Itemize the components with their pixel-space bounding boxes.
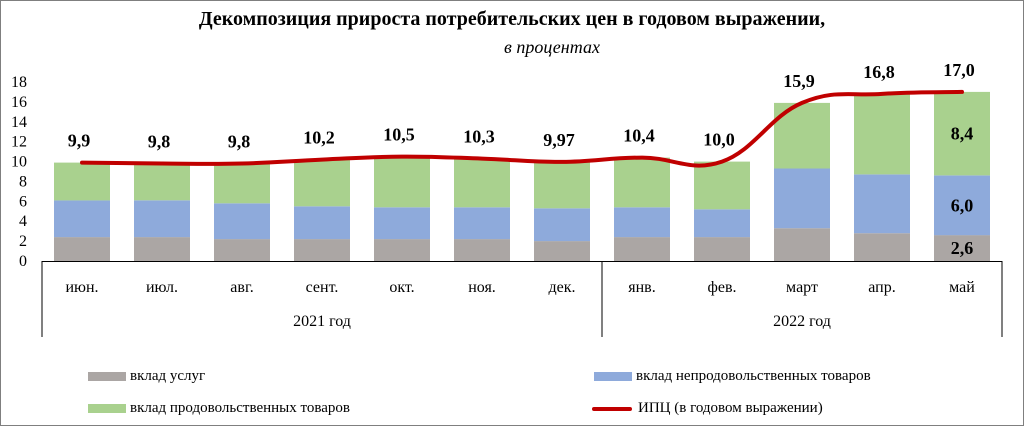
legend-swatch-food — [88, 404, 126, 413]
bar-segment-services — [854, 233, 910, 261]
bar-segment-nonfood — [614, 207, 670, 238]
cpi-data-label: 9,8 — [148, 132, 171, 152]
bar-segment-nonfood — [214, 203, 270, 240]
y-tick-label: 14 — [11, 114, 27, 131]
legend-swatch-cpi — [592, 406, 632, 411]
bar-segment-nonfood — [374, 207, 430, 240]
cpi-data-label: 9,8 — [228, 132, 251, 152]
bar-segment-nonfood — [694, 209, 750, 238]
x-tick-label: апр. — [868, 279, 895, 296]
cpi-data-label: 15,9 — [783, 71, 815, 91]
cpi-data-label: 10,2 — [303, 128, 335, 148]
bar-segment-services — [134, 237, 190, 261]
bar-segment-food — [134, 163, 190, 201]
bar-segment-food — [694, 161, 750, 210]
bar-segment-nonfood — [134, 200, 190, 238]
x-tick-label: фев. — [707, 279, 736, 296]
cpi-data-label: 10,5 — [383, 125, 415, 145]
x-tick-label: авг. — [230, 279, 253, 296]
y-tick-label: 2 — [19, 233, 27, 250]
bar-segment-services — [934, 235, 990, 261]
cpi-data-label: 16,8 — [863, 62, 895, 82]
x-group-label: 2022 год — [773, 313, 831, 330]
bar-segment-nonfood — [54, 200, 110, 238]
bar-segment-services — [774, 228, 830, 261]
legend-swatch-services — [88, 372, 126, 381]
bar-segment-food — [294, 159, 350, 207]
y-tick-label: 6 — [19, 193, 27, 210]
x-tick-label: март — [786, 279, 818, 296]
cpi-data-label: 10,0 — [703, 130, 735, 150]
x-tick-label: сент. — [306, 279, 339, 296]
bar-segment-nonfood — [454, 207, 510, 240]
legend-item-food: вклад продовольственных товаров — [88, 400, 350, 417]
chart-title: Декомпозиция прироста потребительских це… — [198, 8, 826, 30]
legend-label-cpi: ИПЦ (в годовом выражении) — [638, 400, 823, 416]
cpi-data-label: 10,3 — [463, 127, 495, 147]
legend-label-food: вклад продовольственных товаров — [130, 400, 350, 416]
cpi-data-label: 9,9 — [68, 131, 91, 151]
chart-subtitle: в процентах — [504, 37, 600, 57]
y-tick-label: 18 — [11, 74, 27, 91]
bar-segment-services — [534, 241, 590, 261]
x-group-label: 2021 год — [293, 313, 351, 330]
bar-segment-food — [534, 161, 590, 209]
x-tick-label: июл. — [146, 279, 178, 296]
bar-segment-food — [614, 157, 670, 208]
x-tick-label: июн. — [65, 279, 98, 296]
bar-segment-services — [294, 239, 350, 261]
x-tick-label: май — [949, 279, 975, 296]
y-tick-label: 4 — [19, 213, 27, 230]
legend-item-services: вклад услуг — [88, 368, 205, 385]
y-tick-label: 16 — [11, 94, 27, 111]
bar-segment-services — [694, 237, 750, 261]
bar-segment-food — [54, 162, 110, 201]
x-tick-label: янв. — [628, 279, 655, 296]
bar-segment-nonfood — [534, 208, 590, 242]
bar-segment-food — [854, 93, 910, 175]
x-tick-label: дек. — [548, 279, 575, 296]
bar-segment-services — [454, 239, 510, 261]
cpi-data-label: 10,4 — [623, 126, 655, 146]
segment-data-label: 6,0 — [951, 195, 974, 215]
bar-segment-nonfood — [774, 168, 830, 229]
bar-segment-food — [374, 156, 430, 208]
bar-segment-food — [454, 158, 510, 208]
cpi-line — [80, 89, 964, 168]
bar-segment-nonfood — [854, 174, 910, 234]
segment-data-label: 8,4 — [951, 124, 974, 144]
legend-swatch-nonfood — [594, 372, 632, 381]
y-tick-label: 12 — [11, 134, 27, 151]
bar-segment-services — [614, 237, 670, 261]
bar-segment-food — [934, 91, 990, 176]
segment-data-label: 2,6 — [951, 238, 974, 258]
cpi-data-label: 17,0 — [943, 60, 975, 80]
bar-segment-nonfood — [934, 175, 990, 236]
x-tick-label: ноя. — [468, 279, 496, 296]
x-tick-label: окт. — [389, 279, 414, 296]
legend-item-nonfood: вклад непродовольственных товаров — [594, 368, 871, 385]
bar-segment-food — [214, 163, 270, 204]
legend-label-services: вклад услуг — [130, 368, 206, 384]
bar-segment-services — [374, 239, 430, 261]
cpi-data-label: 9,97 — [543, 130, 575, 150]
y-tick-label: 0 — [19, 253, 27, 270]
bar-segment-services — [214, 239, 270, 261]
bar-segment-nonfood — [294, 206, 350, 240]
y-tick-label: 10 — [11, 154, 27, 171]
legend-label-nonfood: вклад непродовольственных товаров — [636, 368, 871, 384]
y-tick-label: 8 — [19, 173, 27, 190]
legend-item-cpi: ИПЦ (в годовом выражении) — [592, 400, 823, 417]
bar-segment-services — [54, 237, 110, 261]
